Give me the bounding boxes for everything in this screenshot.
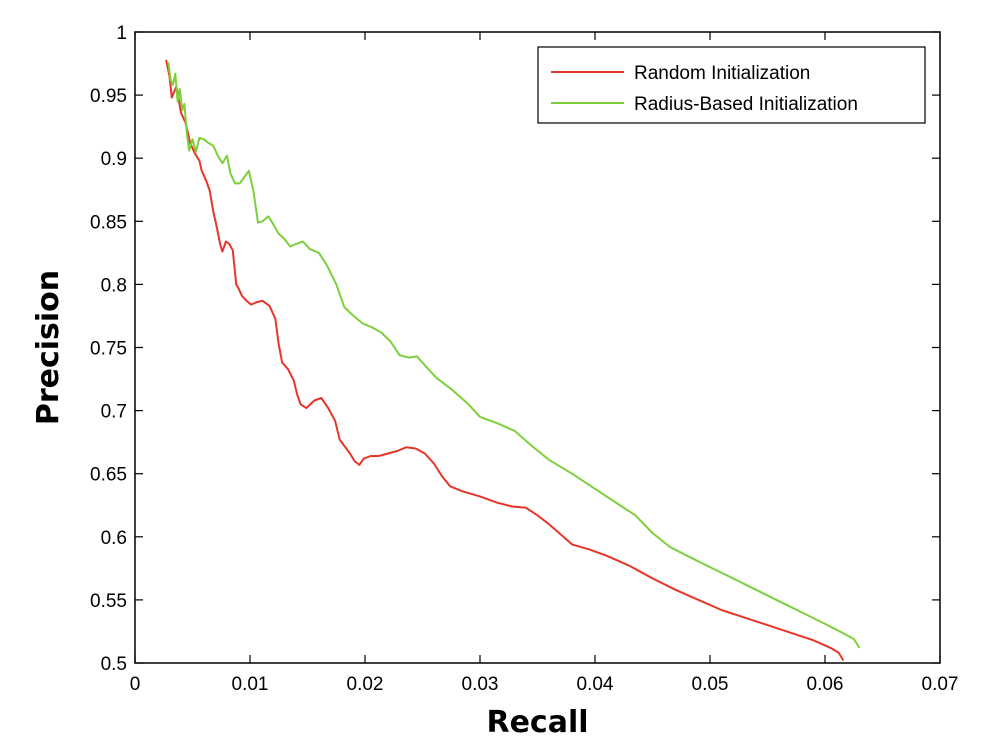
y-tick-label: 0.7 <box>101 402 127 423</box>
y-tick-label: 0.6 <box>101 528 127 549</box>
y-tick-label: 0.95 <box>90 86 127 107</box>
plot-area <box>134 31 941 664</box>
x-tick-label: 0 <box>130 674 141 695</box>
series-lines <box>165 59 861 662</box>
y-tick-label: 0.9 <box>101 149 127 170</box>
y-axis-ticks: 0.5 0.55 0.6 0.65 0.7 0.75 0.8 0.85 0.9 0.95 1 <box>90 23 940 675</box>
x-tick-label: 0.04 <box>577 674 614 695</box>
y-tick-label: 1 <box>116 23 127 44</box>
legend-label-random: Random Initialization <box>634 63 810 84</box>
x-tick-label: 0.05 <box>692 674 729 695</box>
legend-label-radius-based: Radius-Based Initialization <box>634 94 858 115</box>
y-tick-label: 0.55 <box>90 591 127 612</box>
x-axis-ticks: 0 0.01 0.02 0.03 0.04 0.05 0.06 0.07 <box>130 32 959 695</box>
y-tick-label: 0.8 <box>101 275 127 296</box>
x-tick-label: 0.01 <box>232 674 269 695</box>
x-tick-label: 0.07 <box>922 674 959 695</box>
legend: Random Initialization Radius-Based Initi… <box>537 46 926 124</box>
x-tick-label: 0.03 <box>462 674 499 695</box>
y-tick-label: 0.65 <box>90 465 127 486</box>
legend-box <box>537 46 926 124</box>
x-tick-label: 0.06 <box>807 674 844 695</box>
x-axis-title: Recall <box>486 705 588 740</box>
y-tick-label: 0.75 <box>90 339 127 360</box>
y-axis-title: Precision <box>31 270 66 425</box>
series-line-radius-based <box>167 62 861 649</box>
y-tick-label: 0.85 <box>90 212 127 233</box>
series-line-random <box>165 59 845 662</box>
x-tick-label: 0.02 <box>347 674 384 695</box>
y-tick-label: 0.5 <box>101 654 127 675</box>
